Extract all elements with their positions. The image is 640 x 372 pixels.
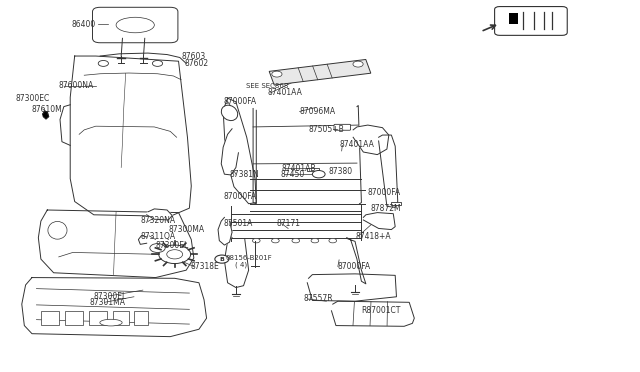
Circle shape	[311, 238, 319, 243]
Polygon shape	[218, 217, 232, 245]
Ellipse shape	[100, 319, 122, 326]
Polygon shape	[43, 112, 49, 119]
Text: 87401AB: 87401AB	[282, 164, 316, 173]
Ellipse shape	[48, 221, 67, 239]
Text: 87602: 87602	[185, 59, 209, 68]
Bar	[307, 167, 319, 171]
Circle shape	[272, 71, 282, 77]
Polygon shape	[38, 210, 194, 278]
Bar	[113, 311, 129, 325]
Circle shape	[152, 61, 163, 66]
Text: 87000FA: 87000FA	[223, 192, 256, 201]
Polygon shape	[22, 278, 207, 337]
FancyBboxPatch shape	[495, 7, 567, 35]
Circle shape	[271, 238, 279, 243]
Bar	[509, 13, 518, 23]
Polygon shape	[347, 238, 366, 284]
Text: 08156-B201F: 08156-B201F	[226, 255, 273, 262]
Bar	[90, 311, 107, 325]
Text: 87000FA: 87000FA	[338, 262, 371, 271]
Circle shape	[150, 244, 165, 253]
Ellipse shape	[116, 17, 154, 33]
Circle shape	[167, 250, 182, 259]
Text: SEE SEC868: SEE SEC868	[246, 83, 289, 89]
Polygon shape	[307, 274, 396, 301]
Text: 87872M: 87872M	[371, 204, 402, 214]
Circle shape	[312, 170, 325, 178]
Text: 87301MA: 87301MA	[90, 298, 125, 307]
Text: 87450: 87450	[280, 170, 305, 179]
Text: 87320NA: 87320NA	[140, 216, 175, 225]
Polygon shape	[269, 60, 371, 85]
Text: 87600NA: 87600NA	[59, 81, 94, 90]
Text: 87000FA: 87000FA	[367, 188, 400, 197]
Text: 87311QA: 87311QA	[140, 232, 175, 241]
Text: 87300EL: 87300EL	[156, 241, 189, 250]
Text: 87300EC: 87300EC	[15, 94, 50, 103]
Text: B: B	[220, 257, 224, 262]
Circle shape	[292, 238, 300, 243]
Polygon shape	[147, 209, 172, 220]
Text: 86400: 86400	[72, 20, 96, 29]
Circle shape	[99, 61, 108, 66]
Polygon shape	[70, 56, 191, 216]
Text: 87505+B: 87505+B	[308, 125, 344, 134]
Text: 87401AA: 87401AA	[339, 140, 374, 149]
Text: ( 4): ( 4)	[235, 262, 247, 268]
Polygon shape	[221, 129, 239, 175]
Polygon shape	[223, 98, 256, 204]
Bar	[392, 202, 401, 205]
Circle shape	[329, 238, 337, 243]
Circle shape	[252, 238, 260, 243]
Text: 87171: 87171	[276, 219, 301, 228]
Bar	[134, 311, 148, 325]
Ellipse shape	[221, 105, 237, 121]
Polygon shape	[225, 238, 248, 288]
Text: 87381N: 87381N	[230, 170, 259, 179]
Polygon shape	[332, 301, 414, 326]
Polygon shape	[60, 105, 70, 145]
Text: 87610M: 87610M	[32, 105, 63, 114]
Text: 87300MA: 87300MA	[168, 225, 204, 234]
Text: 87318E: 87318E	[190, 262, 219, 271]
Text: 87603: 87603	[181, 52, 205, 61]
Text: 87300EL: 87300EL	[94, 292, 127, 301]
Polygon shape	[364, 212, 395, 230]
Circle shape	[353, 61, 363, 67]
Text: 87557R: 87557R	[303, 295, 333, 304]
Text: 87000FA: 87000FA	[223, 97, 256, 106]
FancyBboxPatch shape	[93, 7, 178, 43]
Text: 87418+A: 87418+A	[356, 232, 391, 241]
Text: 87501A: 87501A	[223, 219, 253, 228]
FancyBboxPatch shape	[334, 124, 351, 130]
Polygon shape	[379, 135, 397, 208]
Text: 87401AA: 87401AA	[268, 89, 303, 97]
Polygon shape	[353, 125, 389, 155]
Text: 87096MA: 87096MA	[300, 107, 336, 116]
Bar	[65, 311, 83, 325]
Text: R87001CT: R87001CT	[361, 306, 400, 315]
Circle shape	[159, 245, 191, 263]
Circle shape	[215, 255, 229, 263]
Text: 87380: 87380	[329, 167, 353, 176]
Bar	[41, 311, 59, 325]
